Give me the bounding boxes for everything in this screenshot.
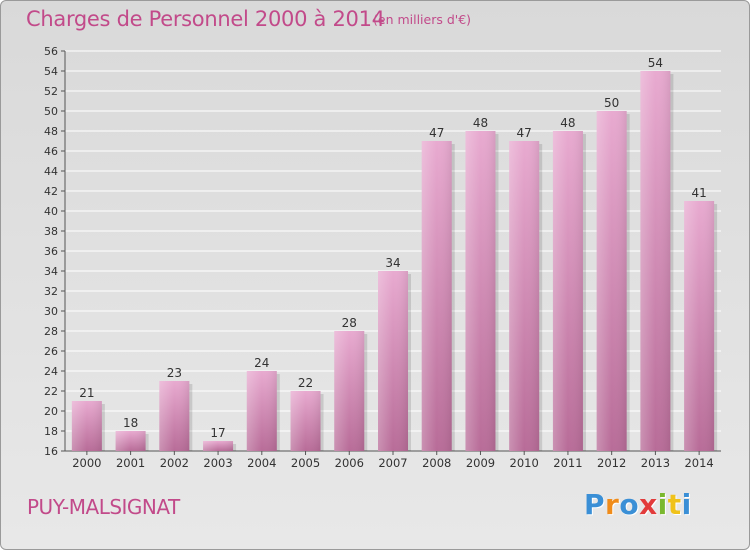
bar-highlight — [203, 441, 234, 451]
x-tick-label: 2002 — [160, 456, 189, 470]
y-tick-label: 38 — [44, 225, 58, 238]
data-label-2004: 24 — [254, 356, 269, 370]
x-tick-label: 2011 — [553, 456, 582, 470]
data-label-2001: 18 — [123, 416, 138, 430]
y-tick-label: 24 — [44, 365, 58, 378]
x-tick-label: 2010 — [510, 456, 539, 470]
data-label-2012: 50 — [604, 96, 619, 110]
y-tick-label: 56 — [44, 45, 58, 58]
logo-letter: t — [667, 488, 682, 521]
data-label-2000: 21 — [79, 386, 94, 400]
data-labels: 21 18 23 17 24 22 28 34 47 48 47 48 50 54 41 — [79, 56, 707, 440]
axes: 16 18 20 22 24 26 28 30 32 34 36 38 40 42 44 46 48 50 52 54… — [44, 45, 721, 470]
y-tick-label: 22 — [44, 385, 58, 398]
y-tick-label: 48 — [44, 125, 58, 138]
bar-highlight — [684, 201, 715, 451]
bar-highlight — [334, 331, 365, 451]
y-tick-label: 40 — [44, 205, 58, 218]
y-tick-label: 46 — [44, 145, 58, 158]
x-tick-label: 2004 — [247, 456, 276, 470]
data-label-2005: 22 — [298, 376, 313, 390]
y-tick-label: 52 — [44, 85, 58, 98]
x-tick-label: 2000 — [72, 456, 101, 470]
y-tick-label: 34 — [44, 265, 58, 278]
x-tick-label: 2012 — [597, 456, 626, 470]
x-tick-label: 2009 — [466, 456, 495, 470]
y-tick-label: 44 — [44, 165, 58, 178]
bar-highlight — [246, 371, 277, 451]
y-tick-label: 42 — [44, 185, 58, 198]
y-tick-label: 50 — [44, 105, 58, 118]
data-label-2006: 28 — [342, 316, 357, 330]
bars — [71, 71, 718, 451]
commune-name: PUY-MALSIGNAT — [27, 495, 180, 519]
logo-letter: o — [619, 488, 640, 521]
x-tick-label: 2003 — [203, 456, 232, 470]
chart-title: Charges de Personnel 2000 à 2014 — [26, 7, 385, 31]
data-label-2002: 23 — [167, 366, 182, 380]
chart-subtitle: (en milliers d'€) — [373, 12, 472, 27]
bar-highlight — [465, 131, 496, 451]
bar-highlight — [159, 381, 190, 451]
logo-letter: x — [639, 488, 658, 521]
proxiti-logo: Proxiti — [584, 488, 692, 521]
x-tick-label: 2008 — [422, 456, 451, 470]
bar-highlight — [552, 131, 583, 451]
data-label-2011: 48 — [560, 116, 575, 130]
bar-highlight — [640, 71, 671, 451]
bar-highlight — [596, 111, 627, 451]
bar-highlight — [290, 391, 321, 451]
data-label-2003: 17 — [210, 426, 225, 440]
y-tick-label: 18 — [44, 425, 58, 438]
y-tick-label: 26 — [44, 345, 58, 358]
logo-letter: P — [584, 488, 606, 521]
y-tick-label: 16 — [44, 445, 58, 458]
bar-highlight — [115, 431, 146, 451]
data-label-2010: 47 — [517, 126, 532, 140]
data-label-2013: 54 — [648, 56, 663, 70]
bar-highlight — [378, 271, 408, 451]
data-label-2009: 48 — [473, 116, 488, 130]
logo-letter: r — [605, 488, 620, 521]
logo-letter: i — [681, 488, 692, 521]
bar-highlight — [421, 141, 452, 451]
y-tick-label: 32 — [44, 285, 58, 298]
x-tick-label: 2007 — [378, 456, 407, 470]
bar-highlight — [71, 401, 102, 451]
x-tick-label: 2014 — [684, 456, 713, 470]
x-tick-label: 2006 — [335, 456, 364, 470]
x-tick-label: 2005 — [291, 456, 320, 470]
y-tick-label: 36 — [44, 245, 58, 258]
logo-letter: i — [657, 488, 668, 521]
y-tick-label: 28 — [44, 325, 58, 338]
y-tick-label: 54 — [44, 65, 58, 78]
y-tick-label: 20 — [44, 405, 58, 418]
data-label-2008: 47 — [429, 126, 444, 140]
bar-highlight — [509, 141, 540, 451]
data-label-2007: 34 — [385, 256, 400, 270]
y-tick-label: 30 — [44, 305, 58, 318]
x-tick-label: 2013 — [641, 456, 670, 470]
data-label-2014: 41 — [691, 186, 706, 200]
x-tick-label: 2001 — [116, 456, 145, 470]
